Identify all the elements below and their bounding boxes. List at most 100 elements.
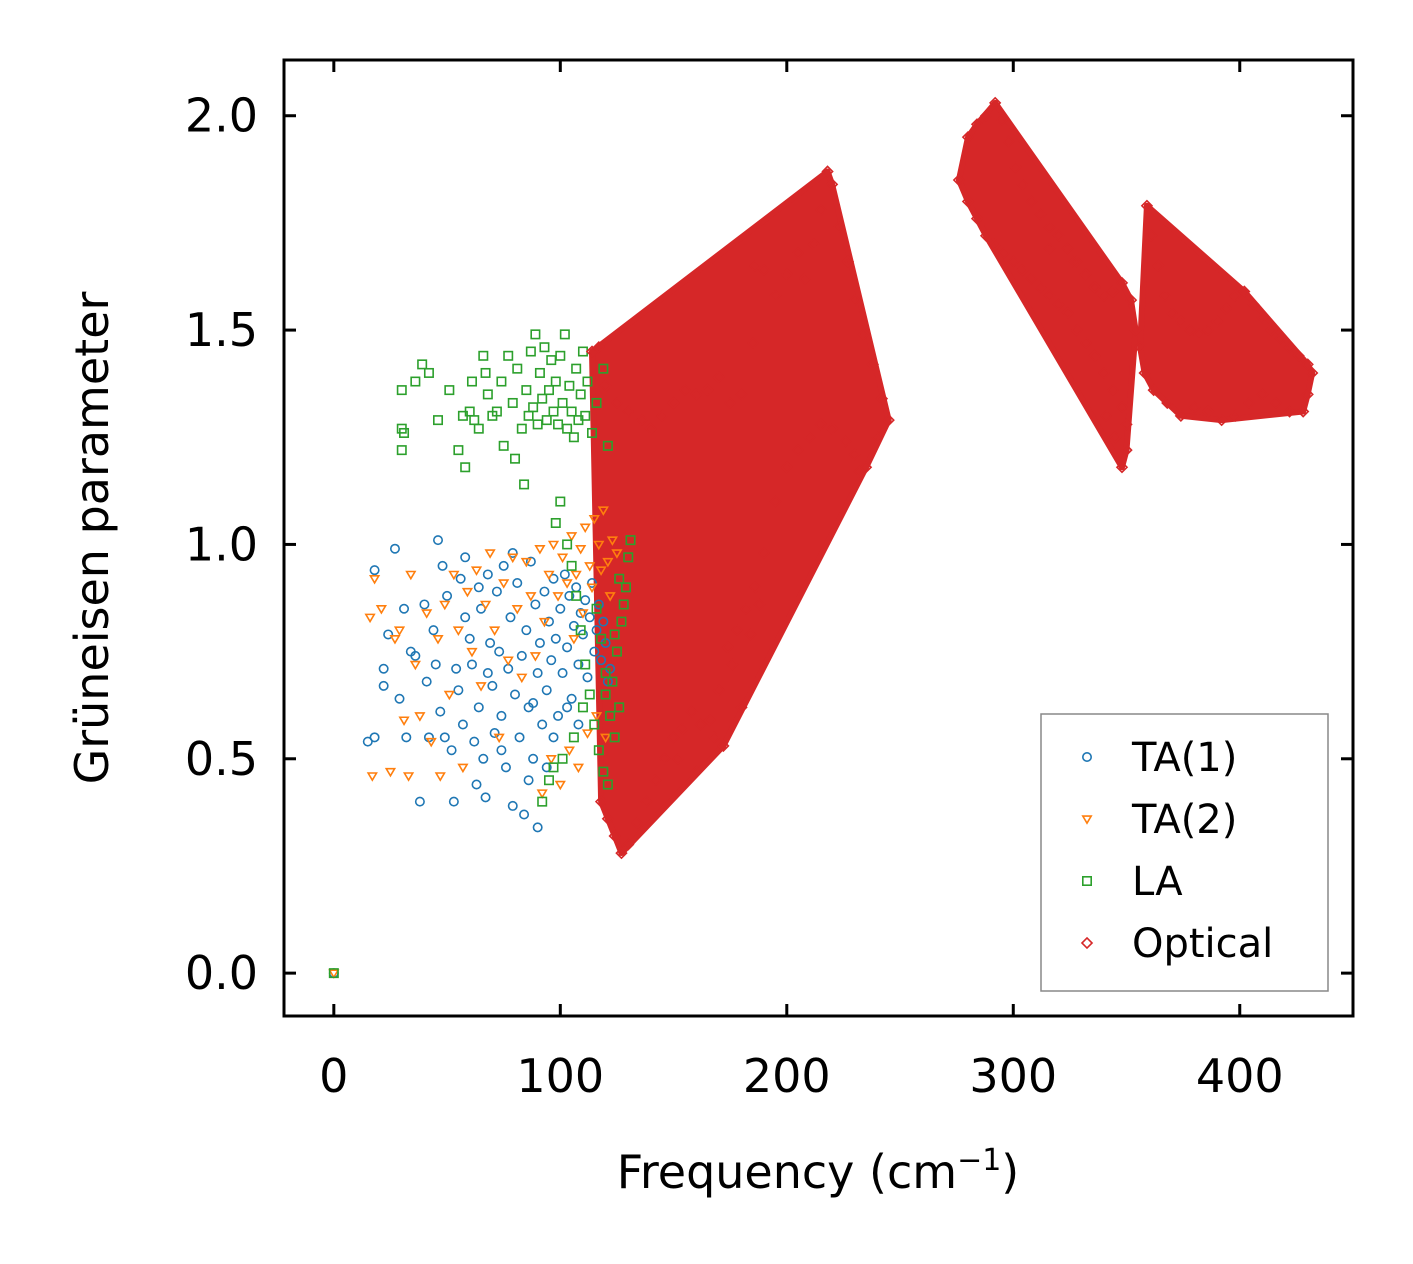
data-point [482,569,493,580]
data-point [579,523,591,534]
data-point [1106,383,1120,397]
data-point [543,616,554,627]
y-axis-ticks: 0.0 0.5 1.0 1.5 2.0 [185,89,1353,1000]
data-point [988,96,1002,110]
data-point [448,570,460,581]
data-point [1115,276,1129,290]
x-tick-label: 300 [969,1049,1057,1103]
data-point [423,367,434,378]
data-point [536,789,548,799]
data-point [649,774,662,787]
data-point [757,546,771,560]
data-point [607,676,618,687]
data-point [593,745,604,756]
data-point [1034,281,1047,294]
data-point [460,462,471,473]
data-point [548,732,559,743]
data-point [566,406,577,417]
data-point [444,385,455,396]
data-point [489,728,500,739]
data-point [480,367,491,378]
data-point [564,380,575,391]
data-point [557,753,568,764]
data-point [596,655,607,666]
legend-label: Optical [1132,921,1273,967]
series-optical [585,96,1319,860]
data-point [1088,349,1101,362]
data-point [534,544,546,555]
data-point [678,383,692,397]
data-point [1043,289,1056,302]
series-la [328,329,636,979]
data-point [491,406,502,417]
legend-item: TA(1) [1082,735,1237,781]
data-point [730,623,744,637]
data-point [543,570,555,581]
data-point [485,638,496,649]
data-point [448,796,459,807]
data-point [721,641,735,654]
data-point [611,549,623,559]
data-point [814,418,827,431]
data-point [832,221,846,234]
data-point [859,461,873,474]
data-point [433,535,444,546]
data-point [1088,281,1101,294]
data-point [1016,178,1029,191]
data-point [516,650,527,661]
data-point [1283,405,1296,418]
legend-item: TA(2) [1081,797,1237,843]
data-point [1256,311,1269,324]
data-point [473,702,484,713]
y-tick-label: 0.5 [185,732,258,786]
data-point [523,775,534,786]
data-point [552,592,564,602]
optical-dense-regions [589,99,1316,857]
data-point [961,130,975,144]
data-point [555,496,566,507]
data-point [590,712,603,722]
data-point [378,680,389,691]
data-point [493,733,505,744]
data-point [825,178,839,191]
data-point [866,358,880,371]
data-point [853,465,866,478]
x-axis-label-superscript: −1 [957,1143,1001,1178]
data-point [366,772,378,782]
data-point [610,396,624,410]
data-point [1292,349,1305,362]
data-point [568,635,580,645]
data-point [553,710,564,721]
data-point [575,625,586,636]
data-point [1210,315,1224,328]
data-point [1115,461,1129,474]
data-point [584,562,596,572]
data-point [398,716,410,726]
data-point [622,838,635,851]
data-point [587,427,598,438]
legend-label: LA [1132,859,1183,905]
data-point [588,514,600,525]
data-point [598,363,609,374]
data-point [599,379,612,392]
data-point [464,633,475,644]
data-point [570,570,582,581]
data-point [537,719,548,730]
data-point [528,698,539,709]
data-point [598,766,609,777]
data-point [396,385,407,396]
data-point [640,795,653,808]
data-point [534,638,545,649]
data-point [507,397,518,408]
data-point [875,392,889,405]
data-point [611,646,622,657]
data-point [580,659,591,670]
data-point [446,745,457,756]
data-point [530,329,541,340]
data-point [457,763,469,774]
data-point [1099,409,1113,422]
data-point [591,397,602,408]
data-point [512,363,523,374]
data-point [541,685,552,696]
data-point [564,590,575,601]
